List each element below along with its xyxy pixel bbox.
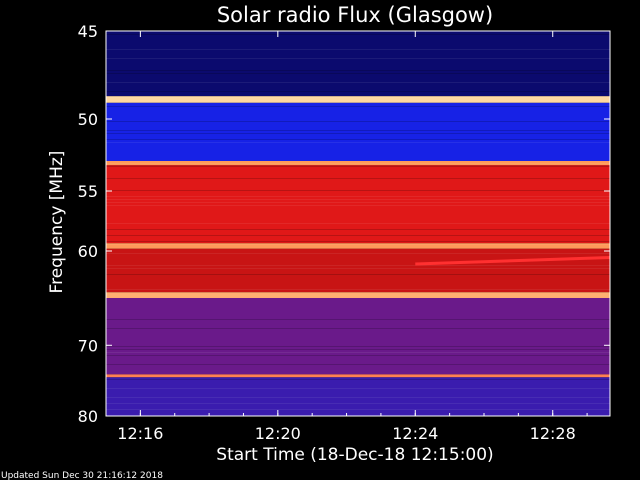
frequency-band-1 [106, 96, 610, 103]
frequency-band-10 [106, 377, 610, 416]
frequency-band-0 [106, 31, 610, 97]
frequency-band-9 [106, 374, 610, 378]
x-tick-label: 12:24 [392, 424, 438, 443]
x-axis-title: Start Time (18-Dec-18 12:15:00) [216, 445, 493, 465]
frequency-band-5 [106, 243, 610, 249]
updated-timestamp: Updated Sun Dec 30 21:16:12 2018 [1, 471, 163, 480]
frequency-band-7 [106, 292, 610, 298]
chart-title: Solar radio Flux (Glasgow) [217, 3, 493, 27]
x-tick-label: 12:20 [255, 424, 301, 443]
frequency-band-3 [106, 161, 610, 166]
y-tick-label: 55 [78, 182, 98, 201]
y-tick-label: 60 [78, 242, 98, 261]
y-tick-label: 70 [78, 336, 98, 355]
x-tick-label: 12:28 [530, 424, 576, 443]
y-tick-label: 50 [78, 110, 98, 129]
spectrogram-plot [106, 31, 611, 416]
drift-feature-0 [415, 256, 611, 266]
y-axis-title: Frequency [MHz] [47, 151, 67, 294]
y-tick-label: 45 [78, 22, 98, 41]
x-tick-label: 12:16 [117, 424, 163, 443]
frequency-band-6 [106, 248, 610, 293]
frequency-band-8 [106, 297, 610, 375]
frequency-band-2 [106, 102, 610, 161]
frequency-band-4 [106, 165, 610, 244]
y-tick-label: 80 [78, 407, 98, 426]
plot-frame [105, 30, 611, 417]
axes: 45 50 55 60 70 80 12:16 12:20 12:24 12:28 [78, 22, 611, 443]
